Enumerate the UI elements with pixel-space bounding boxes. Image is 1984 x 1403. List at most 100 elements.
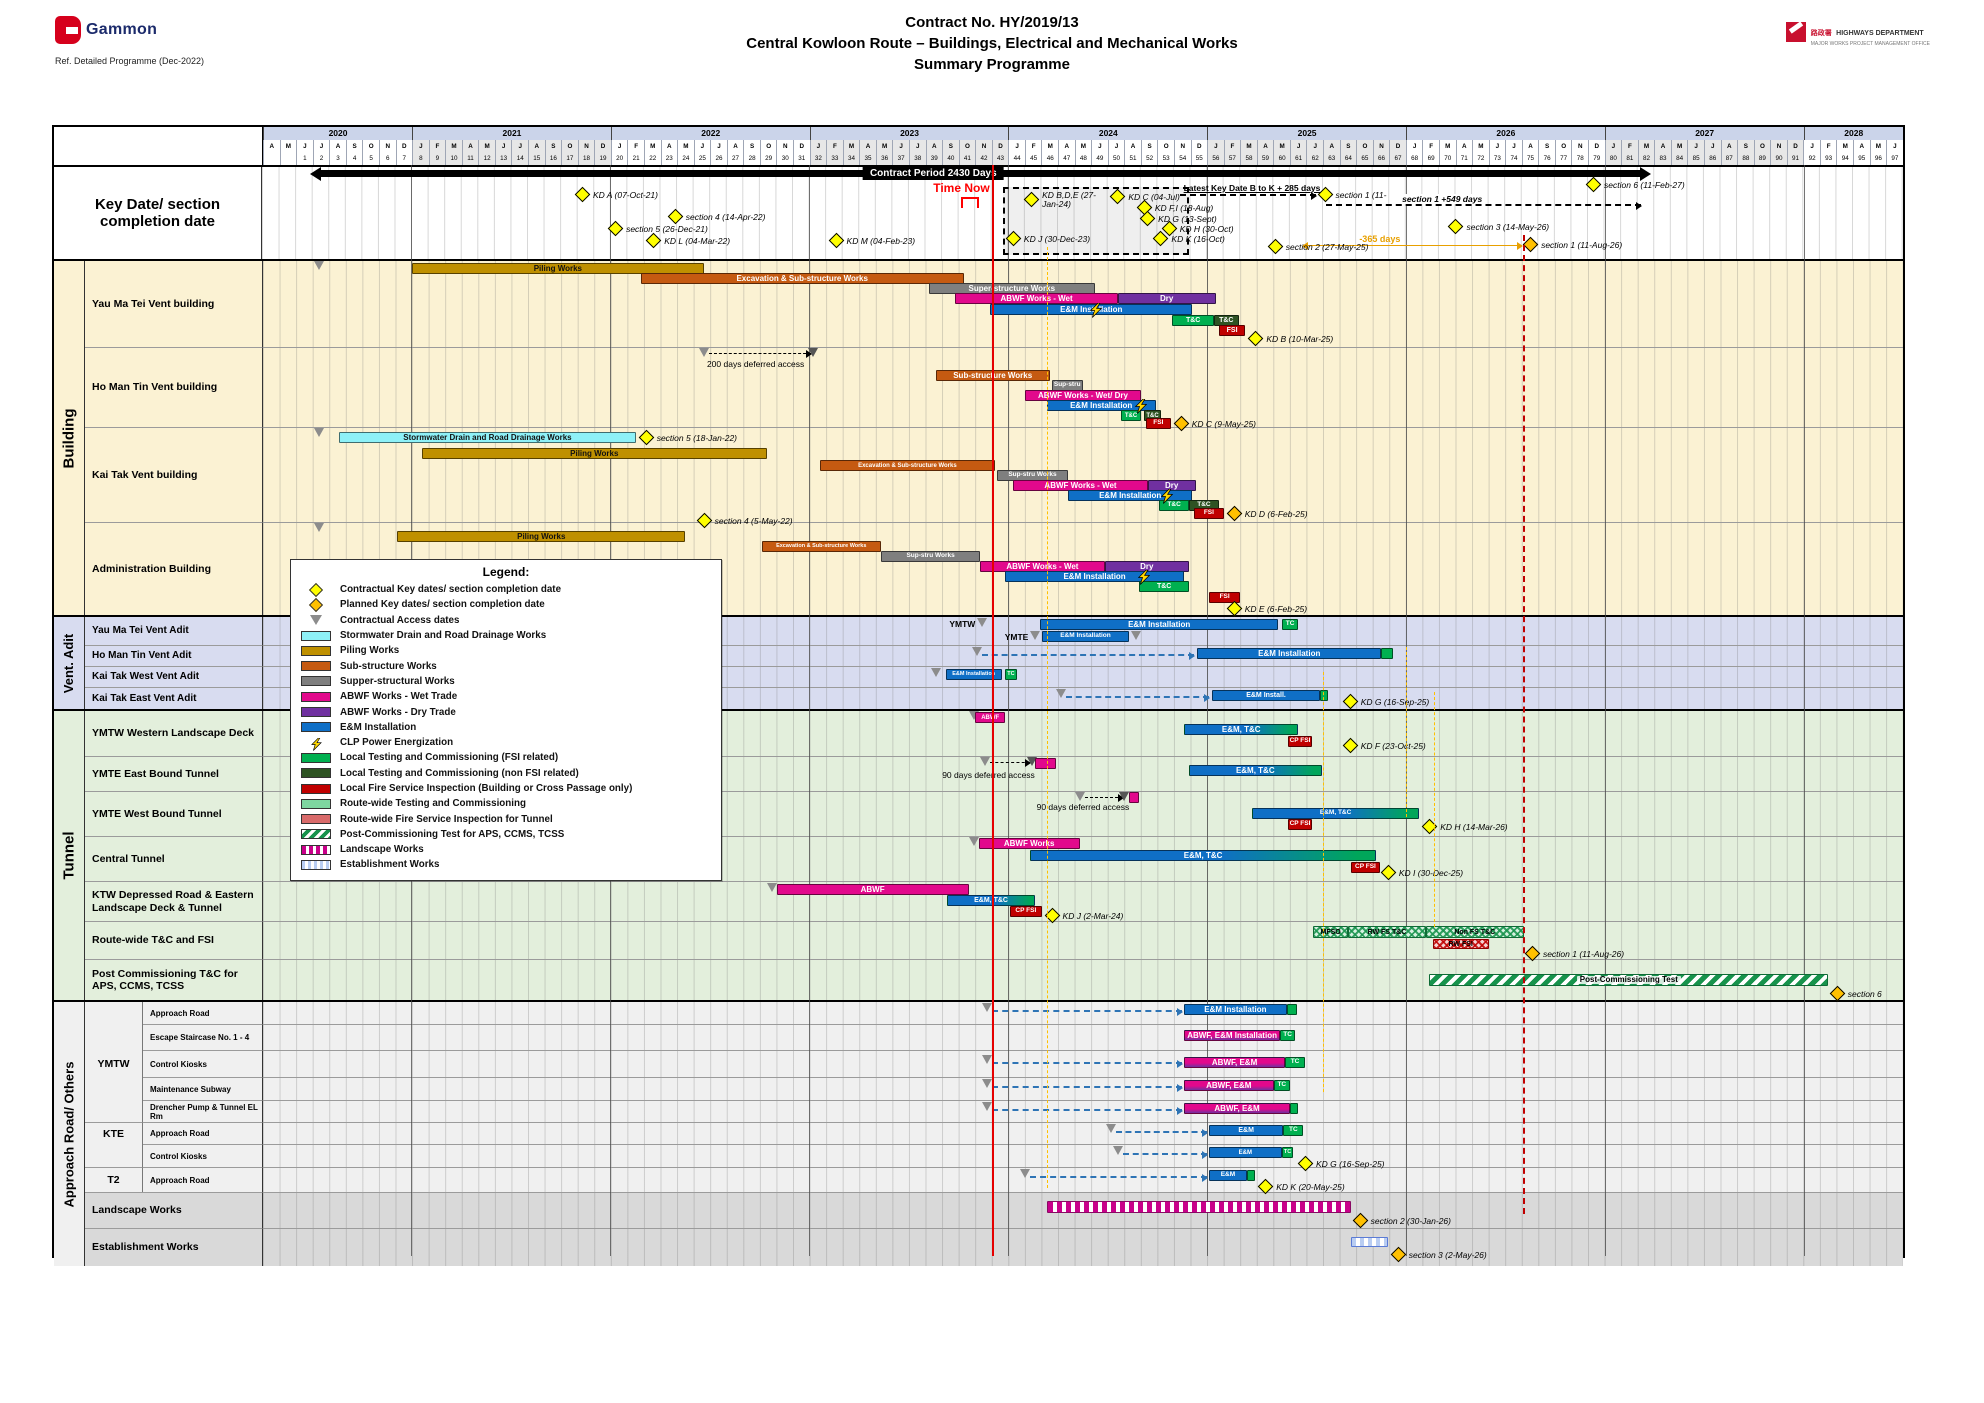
- milestone: KD G (16-Sep-25): [1342, 693, 1429, 710]
- legend-swatch-land: [301, 844, 331, 855]
- legend-swatch-piling: [301, 645, 331, 656]
- month-number-cell: 74: [1505, 152, 1522, 166]
- month-cell: D: [395, 139, 413, 153]
- month-number-cell: 23: [660, 152, 678, 166]
- milestone: KD F (23-Oct-25): [1342, 737, 1426, 754]
- contract-period-label: Contract Period 2430 Days: [862, 167, 1004, 180]
- month-number-cell: 56: [1207, 152, 1224, 166]
- highways-department-icon: [1785, 22, 1806, 42]
- month-number-cell: 37: [892, 152, 909, 166]
- month-number-cell: 89: [1753, 152, 1771, 166]
- gantt-row: Yau Ma Tei Vent building Piling Works Exca…: [85, 261, 1903, 347]
- dependency-arrow: [1301, 241, 1523, 250]
- month-number-cell: 88: [1737, 152, 1754, 166]
- emtc-bar: E&M, T&C: [947, 895, 1035, 906]
- milestone: KD H (30-Oct): [1161, 220, 1234, 237]
- month-cell: J: [1886, 139, 1903, 153]
- dependency-arrow: [981, 651, 1195, 660]
- clp-energization-bolt-icon: [1134, 398, 1148, 419]
- access-date-triangle: [968, 711, 979, 720]
- milestone: section 2 (30-Jan-26): [1352, 1212, 1451, 1229]
- access-date-triangle: [930, 668, 941, 677]
- gantt-row: Escape Staircase No. 1 - 4 ABWF, E&M Inst…: [85, 1024, 1903, 1050]
- month-number-cell: 90: [1770, 152, 1787, 166]
- row-track: ABWF, E&M: [263, 1100, 1903, 1122]
- month-number-cell: 68: [1405, 152, 1423, 166]
- milestone-label: KD B (10-Mar-25): [1266, 333, 1334, 344]
- legend-label: CLP Power Energization: [340, 737, 454, 749]
- milestone-label: KD F (23-Oct-25): [1360, 740, 1426, 751]
- month-number-cell: 72: [1472, 152, 1489, 166]
- contractual-keydate-diamond: [1139, 210, 1156, 227]
- access-date-triangle: [980, 757, 991, 766]
- arrow-head: [1177, 1083, 1184, 1092]
- month-cell: F: [428, 139, 446, 153]
- row-label: YMTW Western Landscape Deck: [85, 711, 263, 756]
- month-number-cell: 86: [1703, 152, 1721, 166]
- row-label: KTW Depressed Road & Eastern Landscape D…: [85, 881, 263, 921]
- access-date-triangle: [766, 883, 777, 892]
- legend-label: Local Testing and Commissioning (non FSI…: [340, 767, 579, 779]
- arrow-head: [1202, 1150, 1209, 1159]
- month-number-cell: 81: [1621, 152, 1638, 166]
- group-label: KTE: [85, 1122, 143, 1144]
- arrow-head: [1640, 166, 1652, 181]
- row-label: Administration Building: [85, 522, 263, 615]
- month-number-cell: 76: [1538, 152, 1555, 166]
- month-cell: J: [809, 139, 827, 153]
- wet-bar: [1129, 792, 1140, 803]
- tc-bar: [1247, 1170, 1256, 1181]
- legend-swatch-sub: [301, 661, 331, 672]
- row-label: Control Kiosks: [143, 1144, 263, 1167]
- gantt-row: Maintenance Subway ABWF, E&M TC: [85, 1077, 1903, 1100]
- legend-item: Post-Commissioning Test for APS, CCMS, T…: [301, 827, 711, 842]
- access-date-triangle: [1026, 757, 1037, 766]
- month-number-cell: 51: [1124, 152, 1141, 166]
- legend-label: Contractual Access dates: [340, 614, 460, 626]
- month-cell: A: [263, 139, 280, 153]
- month-number-cell: 7: [395, 152, 413, 166]
- year-cell: 2028: [1803, 127, 1903, 140]
- contractual-keydate-diamond: [1421, 818, 1438, 835]
- year-cell: 2021: [412, 127, 611, 140]
- contractual-keydate-diamond: [1585, 176, 1602, 193]
- em-bar: E&M: [1208, 1125, 1284, 1136]
- month-cell: M: [1240, 139, 1257, 153]
- month-number-cell: 58: [1240, 152, 1257, 166]
- month-cell: J: [908, 139, 926, 153]
- em-bar: E&M Installation: [1005, 571, 1185, 582]
- milestone-label: KD C (9-May-25): [1191, 418, 1256, 429]
- month-number-cell: 36: [875, 152, 893, 166]
- month-cell: N: [1173, 139, 1191, 153]
- month-number-cell: 33: [826, 152, 843, 166]
- tc-bar: TC: [1005, 669, 1017, 680]
- legend-swatch-dia-y: [308, 582, 324, 597]
- month-cell: J: [693, 139, 711, 153]
- section-vertical-label: Tunnel: [54, 711, 85, 1000]
- gantt-row: T2 Approach Road E&M KD K (20-May-25): [85, 1167, 1903, 1195]
- em-bar: E&M Installation: [945, 669, 1002, 680]
- milestone: KD I (30-Dec-25): [1380, 864, 1464, 881]
- month-number-cell: 4: [345, 152, 363, 166]
- month-cell: D: [991, 139, 1009, 153]
- milestone-label: KD H (14-Mar-26): [1440, 821, 1508, 832]
- hyd-office: MAJOR WORKS PROJECT MANAGEMENT OFFICE: [1810, 41, 1930, 47]
- programme-title: Summary Programme: [914, 56, 1070, 73]
- contractual-keydate-diamond: [1342, 737, 1359, 754]
- month-number-cell: 32: [809, 152, 827, 166]
- sub-bar: Excavation & Sub-structure Works: [761, 541, 881, 552]
- em-bar: E&M Installation: [1039, 619, 1279, 630]
- milestone: KD C (04-Jul): [1110, 188, 1180, 205]
- legend-item: Local Testing and Commissioning (FSI rel…: [301, 750, 711, 765]
- rwfsi-bar: RW FSI: [1432, 939, 1489, 949]
- month-number-cell: 30: [776, 152, 793, 166]
- month-number-cell: 11: [461, 152, 479, 166]
- access-date-triangle: [981, 1079, 992, 1088]
- section-vertical-label: Building: [54, 261, 85, 615]
- gantt-row: Drencher Pump & Tunnel EL Rm ABWF, E&M: [85, 1100, 1903, 1122]
- legend-label: ABWF Works - Wet Trade: [340, 691, 458, 703]
- clp-energization-bolt-icon: [1089, 302, 1103, 323]
- row-track: ABWF, E&M TC: [263, 1050, 1903, 1077]
- milestone-label: KD I (30-Dec-25): [1398, 867, 1464, 878]
